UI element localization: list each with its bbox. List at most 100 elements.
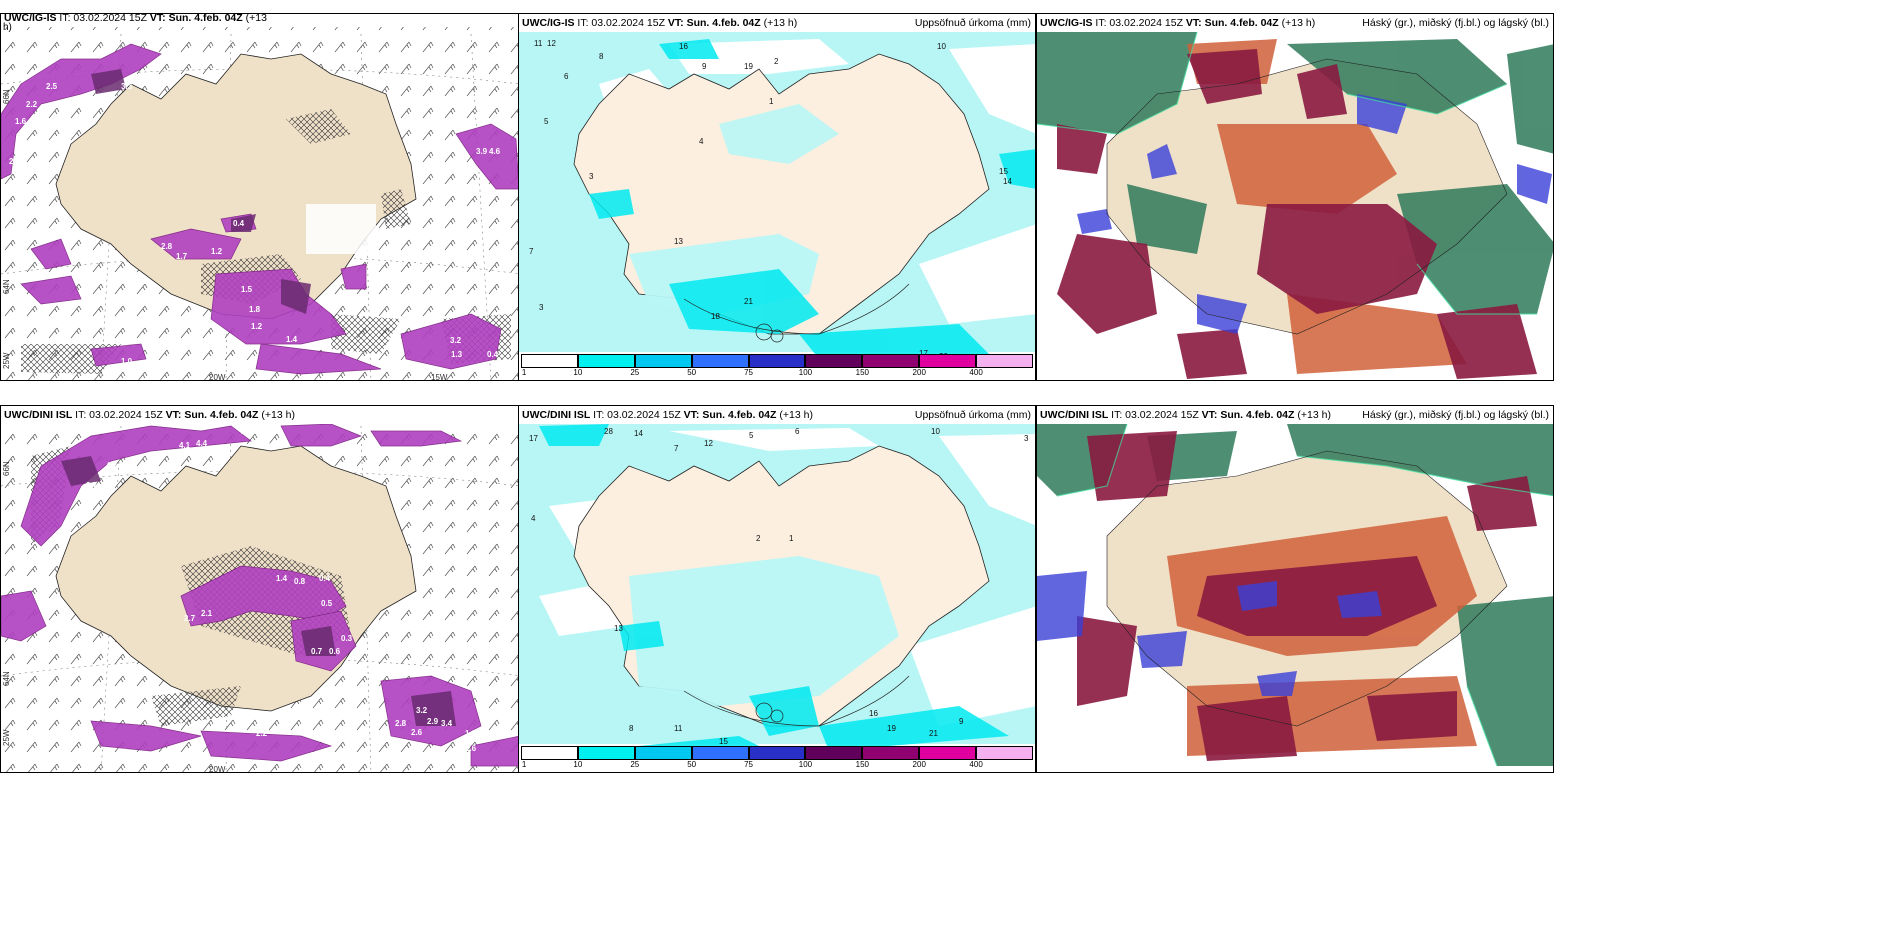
precip-label: 2.9 [427, 717, 439, 726]
colorbar-tick-label: 200 [912, 760, 926, 769]
lead-time: (+13 [245, 13, 267, 24]
field-title: Uppsöfnuð úrkoma (mm) [914, 409, 1031, 421]
lat-label: 64N [2, 279, 11, 294]
colorbar-swatch [691, 354, 749, 368]
map-accum-precip: 11 12 8 19 9 16 2 10 6 5 4 13 3 1 7 14 1… [519, 32, 1035, 361]
accum-label: 10 [931, 427, 940, 436]
colorbar-swatch [577, 746, 635, 760]
lead-time: (+13 h) [763, 17, 798, 29]
precip-label: 1.4 [276, 574, 288, 583]
accum-label: 8 [629, 724, 634, 733]
accum-label: 15 [719, 737, 728, 746]
accum-label: 14 [1003, 177, 1012, 186]
accum-heavy-areas [589, 39, 1035, 359]
precip-label: 1.6 [15, 117, 27, 126]
accum-label: 17 [529, 434, 538, 443]
precip-label: 2.2 [9, 157, 21, 166]
model-name: UWC/IG-IS [1040, 17, 1093, 29]
model-name: UWC/DINI ISL [1040, 409, 1109, 421]
valid-time: VT: Sun. 4.feb. 04Z [683, 409, 777, 421]
lon-label: 15W [431, 373, 448, 381]
precip-label: 0.4 [233, 219, 245, 228]
lead-time: (+13 h) [1297, 409, 1331, 421]
colorbar-tick-label: 150 [855, 760, 870, 769]
accum-label: 10 [937, 42, 946, 51]
valid-time: VT: Sun. 4.feb. 04Z [165, 409, 259, 421]
colorbar-swatch [976, 354, 1033, 368]
accum-label: 18 [711, 312, 720, 321]
map-panel-ig-accum-precip: UWC/IG-IS IT: 03.02.2024 15Z VT: Sun. 4.… [518, 13, 1036, 381]
colorbar-swatch [862, 354, 920, 368]
precip-label: 1.0 [121, 357, 133, 366]
precip-label: 2.8 [395, 719, 407, 728]
colorbar: 1 10 25 50 75 100 150 200 400 [521, 746, 1033, 769]
accum-label: 13 [614, 624, 623, 633]
accum-label: 5 [544, 117, 549, 126]
accum-label: 2 [774, 57, 779, 66]
precip-label: 0.3 [341, 634, 353, 643]
precip-label: 1.3 [465, 729, 477, 738]
precip-areas [1, 423, 518, 767]
precip-label: 1.4 [286, 335, 298, 344]
panel-header: UWC/DINI ISL IT: 03.02.2024 15Z VT: Sun.… [519, 406, 1035, 424]
precip-label: 4.1 [179, 441, 191, 450]
precip-label: 3.2 [450, 336, 462, 345]
precip-label: 3.8 [266, 439, 278, 448]
colorbar-tick-label: 1 [521, 368, 527, 377]
colorbar-swatch [521, 746, 578, 760]
precip-label: 1.7 [176, 252, 188, 261]
colorbar: 1 10 25 50 75 100 150 200 400 [521, 354, 1033, 377]
precip-label: 1.5 [241, 285, 253, 294]
precip-label: 1.2 [251, 322, 263, 331]
colorbar-tick-label: 75 [744, 760, 753, 769]
colorbar-tick-label: 200 [912, 368, 926, 377]
accum-label: 4 [699, 137, 704, 146]
colorbar-tick-label: 1 [521, 760, 527, 769]
accum-label: 9 [959, 717, 964, 726]
precip-label: 2.2 [26, 100, 38, 109]
colorbar-swatch [521, 354, 578, 368]
accum-label: 7 [529, 247, 534, 256]
valid-time: VT: Sun. 4.feb. 04Z [1185, 17, 1279, 29]
colorbar-swatch [919, 354, 977, 368]
accum-label: 21 [744, 297, 753, 306]
accum-label: 14 [634, 429, 643, 438]
precip-label: 3.3 [121, 82, 133, 91]
accum-heavy-areas [539, 424, 1009, 754]
init-time: IT: 03.02.2024 15Z [75, 409, 163, 421]
valid-time: VT: Sun. 4.feb. 04Z [667, 17, 761, 29]
map-clouds [1037, 31, 1553, 380]
accum-label: 2 [756, 534, 761, 543]
accum-label: 11 [534, 39, 543, 48]
panel-header: UWC/IG-IS IT: 03.02.2024 15Z VT: Sun. 4.… [519, 14, 1035, 32]
precip-label: 3.2 [416, 706, 428, 715]
precip-label: 2.8 [161, 242, 173, 251]
colorbar-tick-label: 150 [855, 368, 870, 377]
lead-time: (+13 h) [261, 409, 295, 421]
lat-label: 64N [2, 671, 11, 686]
field-title: Uppsöfnuð úrkoma (mm) [914, 17, 1031, 29]
accum-label: 12 [547, 39, 556, 48]
colorbar-swatch [577, 354, 635, 368]
accum-label: 8 [599, 52, 604, 61]
precip-label: 4.6 [489, 147, 501, 156]
valid-time: VT: Sun. 4.feb. 04Z [149, 13, 243, 24]
colorbar-swatch [862, 746, 920, 760]
colorbar-swatch [919, 746, 977, 760]
accum-label: 1 [789, 534, 794, 543]
init-time: IT: 03.02.2024 15Z [593, 409, 681, 421]
accum-label: 1 [769, 97, 774, 106]
panel-header: UWC/DINI ISL IT: 03.02.2024 15Z VT: Sun.… [1037, 406, 1553, 424]
colorbar-swatch [691, 746, 749, 760]
colorbar-tick-label: 100 [798, 760, 813, 769]
colorbar-tick-label: 400 [969, 760, 983, 769]
field-title: Háský (gr.), miðský (fj.bl.) og lágský (… [1362, 17, 1549, 29]
precip-label: 0.5 [321, 599, 333, 608]
lon-label: 25W [2, 729, 11, 746]
model-name: UWC/DINI ISL [4, 409, 73, 421]
precip-label: 1.6 [465, 744, 477, 753]
accum-label: 5 [749, 431, 754, 440]
accum-label: 16 [869, 709, 878, 718]
colorbar-swatch [748, 354, 806, 368]
precip-label: 0.4 [319, 574, 331, 583]
